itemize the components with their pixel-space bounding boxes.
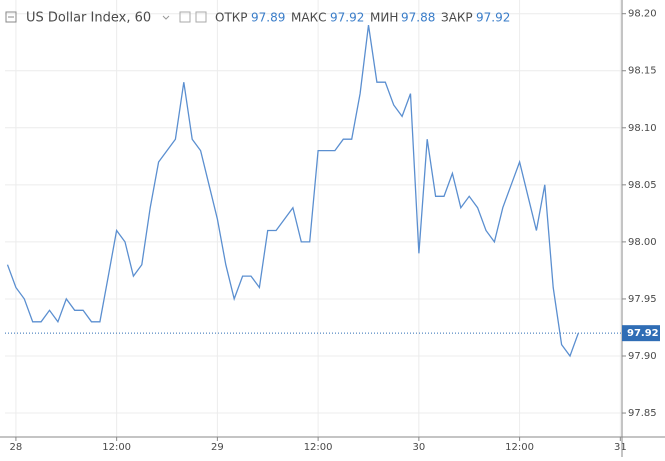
ohlc-label: ЗАКР xyxy=(441,11,473,25)
price-line xyxy=(6,25,579,358)
last-price-box xyxy=(622,325,660,342)
settings-icon[interactable] xyxy=(179,11,191,23)
ohlc-value: 97.89 xyxy=(251,11,285,25)
y-tick-label: 97.95 xyxy=(628,294,657,305)
y-tick-label: 98.00 xyxy=(628,237,657,248)
dropdown-icon[interactable] xyxy=(162,15,170,20)
ohlc-label: МАКС xyxy=(291,11,326,25)
collapse-icon[interactable] xyxy=(5,11,17,23)
x-tick-label: 12:00 xyxy=(102,442,131,453)
x-tick-label: 28 xyxy=(10,442,23,453)
x-tick-label: 12:00 xyxy=(304,442,333,453)
y-tick-label: 98.10 xyxy=(628,123,657,134)
ohlc-header: ОТКР 97.89 МАКС 97.92 МИН 97.88 ЗАКР 97.92 xyxy=(215,11,510,25)
hide-icon[interactable] xyxy=(195,11,207,23)
y-tick-label: 98.15 xyxy=(628,66,657,77)
ohlc-value: 97.92 xyxy=(476,11,510,25)
y-tick-label: 98.05 xyxy=(628,180,657,191)
x-tick-label: 29 xyxy=(211,442,224,453)
y-tick-label: 97.90 xyxy=(628,351,657,362)
y-tick-label: 97.85 xyxy=(628,408,657,419)
chart-title: US Dollar Index, 60 xyxy=(26,11,151,26)
ohlc-label: ОТКР xyxy=(215,11,248,25)
x-tick-label: 30 xyxy=(412,442,425,453)
last-price-label: 97.92 xyxy=(627,328,659,339)
ohlc-label: МИН xyxy=(370,11,398,25)
x-tick-label: 31 xyxy=(614,442,627,453)
x-tick-label: 12:00 xyxy=(505,442,534,453)
y-tick-label: 98.20 xyxy=(628,9,657,20)
ohlc-value: 97.92 xyxy=(330,11,364,25)
grid xyxy=(5,0,622,437)
ohlc-value: 97.88 xyxy=(401,11,435,25)
